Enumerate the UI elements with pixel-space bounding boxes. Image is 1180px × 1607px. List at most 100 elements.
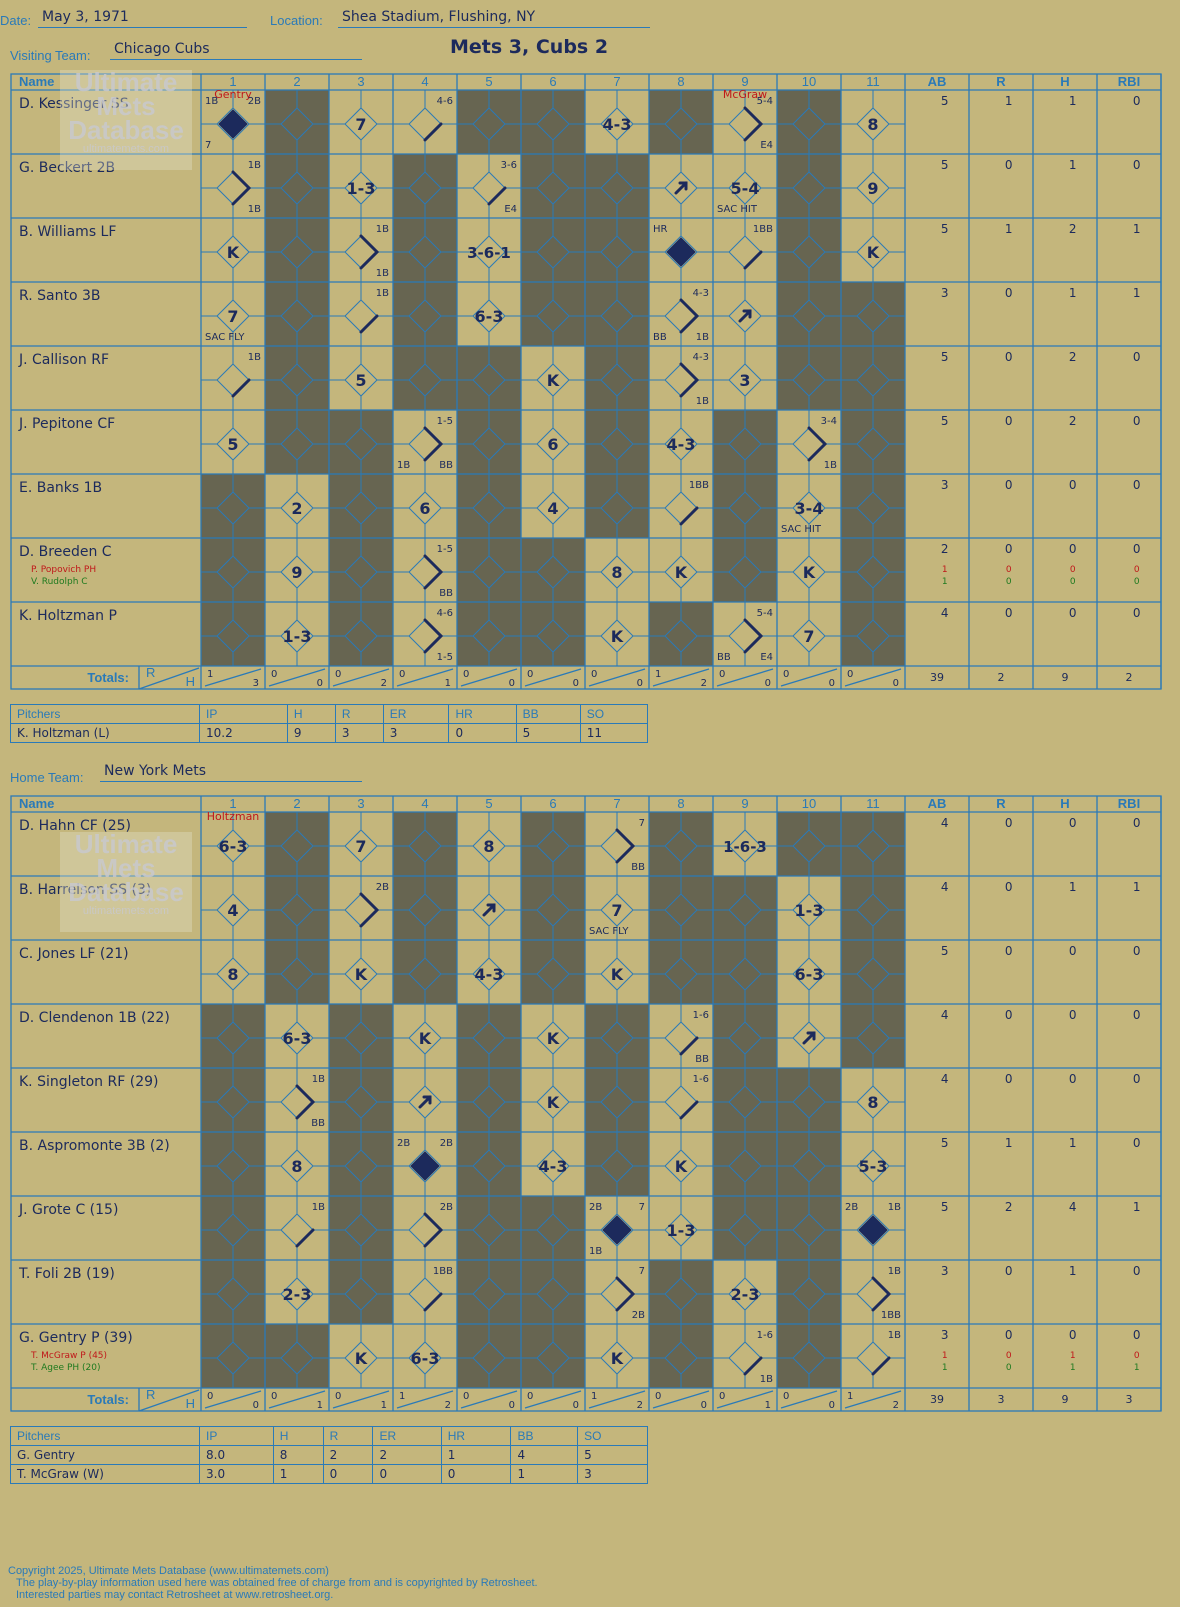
diamond xyxy=(649,940,713,1004)
player-stat: 0 xyxy=(1069,606,1077,620)
substitute-name: P. Popovich PH xyxy=(31,565,96,575)
diamond xyxy=(649,410,713,474)
inning-runs: 1 xyxy=(655,669,661,680)
diamond xyxy=(841,90,905,154)
player-name: B. Harrelson SS (3) xyxy=(19,882,151,898)
play-result: 7 xyxy=(803,627,814,646)
watermark-url: ultimatemets.com xyxy=(82,143,170,155)
pitcher-annotation: Holtzman xyxy=(207,810,260,823)
play-result: K xyxy=(611,1349,624,1368)
double-line xyxy=(295,1084,316,1120)
diamond xyxy=(841,538,905,602)
player-stat: 0 xyxy=(1133,94,1141,108)
play-note: SAC HIT xyxy=(717,204,758,215)
player-stat: 1 xyxy=(1005,94,1013,108)
player-stat: 1 xyxy=(1005,1136,1013,1150)
watermark-line2: Mets xyxy=(96,853,156,883)
play-note: 1-5 xyxy=(437,652,453,663)
play-result: 7 xyxy=(611,901,622,920)
play-result: 4-3 xyxy=(667,435,696,454)
play-result: 6 xyxy=(547,435,558,454)
play-result: 2-3 xyxy=(731,1285,760,1304)
pitcher-stat: 3 xyxy=(382,723,450,743)
diamond xyxy=(265,812,329,876)
inning-total-slash xyxy=(652,1390,710,1409)
diamond xyxy=(713,282,777,346)
total-stat: 3 xyxy=(998,1393,1005,1406)
play-note: 1B xyxy=(888,1202,901,1213)
inning-hits: 0 xyxy=(317,678,323,689)
pitcher-stat: 4 xyxy=(510,1445,579,1465)
player-stat: 5 xyxy=(941,944,949,958)
inning-runs: 0 xyxy=(335,669,341,680)
advance-arrow xyxy=(802,1031,816,1045)
diamond xyxy=(649,538,713,602)
diamond xyxy=(457,346,521,410)
location-label: Location: xyxy=(270,13,323,28)
inning-total-slash xyxy=(780,1390,838,1409)
column-header: 3 xyxy=(357,796,364,811)
player-stat: 0 xyxy=(1005,414,1013,428)
inning-runs: 0 xyxy=(847,669,853,680)
total-stat: 9 xyxy=(1062,1393,1069,1406)
single-line xyxy=(423,122,443,142)
pitcher-stat: 10.2 xyxy=(199,723,288,743)
column-header: 9 xyxy=(741,796,748,811)
inning-total-slash xyxy=(588,668,646,687)
double-line xyxy=(423,618,444,654)
pitcher-stat: 0 xyxy=(322,1464,374,1484)
diamond xyxy=(713,1004,777,1068)
run-scored-diamond xyxy=(666,237,696,267)
play-note: 2B xyxy=(397,1138,410,1149)
totals-label: Totals: xyxy=(87,670,129,685)
play-note: 1B xyxy=(397,460,410,471)
diamond xyxy=(457,602,521,666)
pitcher-stat: 0 xyxy=(448,723,517,743)
pitcher-stat-header: ER xyxy=(382,704,450,724)
single-line xyxy=(871,1356,891,1376)
diamond xyxy=(777,282,841,346)
double-line xyxy=(615,828,636,864)
inning-runs: 1 xyxy=(207,669,213,680)
player-stat: 0 xyxy=(1005,880,1013,894)
diamond xyxy=(393,1324,457,1388)
play-note: 1B xyxy=(696,332,709,343)
single-line xyxy=(423,1292,443,1312)
pitcher-stat: 1 xyxy=(272,1464,324,1484)
player-stat: 2 xyxy=(1069,414,1077,428)
diamond xyxy=(649,218,713,282)
play-note: 1B xyxy=(312,1202,325,1213)
play-result: 4-3 xyxy=(539,1157,568,1176)
pitcher-stat-header: H xyxy=(286,704,336,724)
inning-runs: 0 xyxy=(527,669,533,680)
diamond xyxy=(585,90,649,154)
player-stat: 0 xyxy=(1133,542,1141,556)
inning-hits: 0 xyxy=(765,678,771,689)
player-stat: 3 xyxy=(941,1328,949,1342)
player-stat: 0 xyxy=(1133,1008,1141,1022)
diamond xyxy=(393,1068,457,1132)
diamond xyxy=(457,218,521,282)
substitute-stat: 0 xyxy=(1006,565,1012,575)
diamond xyxy=(649,154,713,218)
player-stat: 1 xyxy=(1069,1264,1077,1278)
player-stat: 5 xyxy=(941,350,949,364)
total-stat: 39 xyxy=(930,671,944,684)
diamond xyxy=(777,940,841,1004)
name-header: Name xyxy=(19,74,54,89)
column-header: H xyxy=(1060,74,1069,89)
watermark-top: Ultimate Mets Database ultimatemets.com xyxy=(60,69,192,170)
diamond xyxy=(841,1068,905,1132)
substitute-stat: 1 xyxy=(1134,1363,1140,1373)
player-name: B. Williams LF xyxy=(19,224,116,240)
inning-runs: 1 xyxy=(591,1391,597,1402)
column-header: 6 xyxy=(549,796,556,811)
diamond xyxy=(393,218,457,282)
pitcher-stat: 8 xyxy=(272,1445,324,1465)
diamond xyxy=(201,1132,265,1196)
single-line xyxy=(743,1356,763,1376)
diamond xyxy=(713,1260,777,1324)
play-note: 1B xyxy=(589,1246,602,1257)
play-note: 1BB xyxy=(753,224,773,235)
advance-arrow xyxy=(738,309,752,323)
